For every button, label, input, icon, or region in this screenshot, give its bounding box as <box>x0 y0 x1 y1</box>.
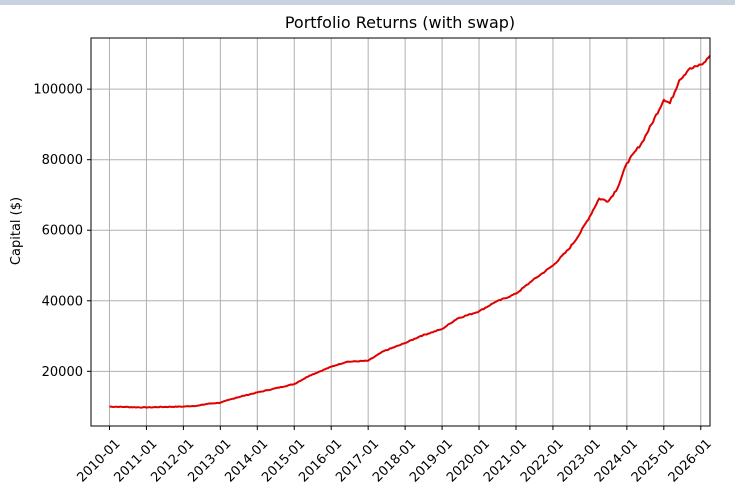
y-tick-label: 60000 <box>42 224 83 239</box>
y-axis-ticks: 20000 40000 60000 80000 100000 <box>33 83 91 380</box>
y-tick-label: 20000 <box>42 365 83 380</box>
grid <box>91 38 710 426</box>
series-layer <box>109 55 711 409</box>
y-tick-label: 100000 <box>33 83 83 98</box>
y-tick-label: 40000 <box>42 294 83 309</box>
chart-title: Portfolio Returns (with swap) <box>285 13 515 32</box>
y-tick-label: 80000 <box>42 153 83 168</box>
capital-series-line <box>109 55 711 409</box>
y-axis-label: Capital ($) <box>9 197 24 265</box>
plot-frame <box>90 37 711 427</box>
x-axis-ticks: 2010-012011-012012-012013-012014-012015-… <box>75 426 715 485</box>
window-accent-bar <box>0 0 735 5</box>
